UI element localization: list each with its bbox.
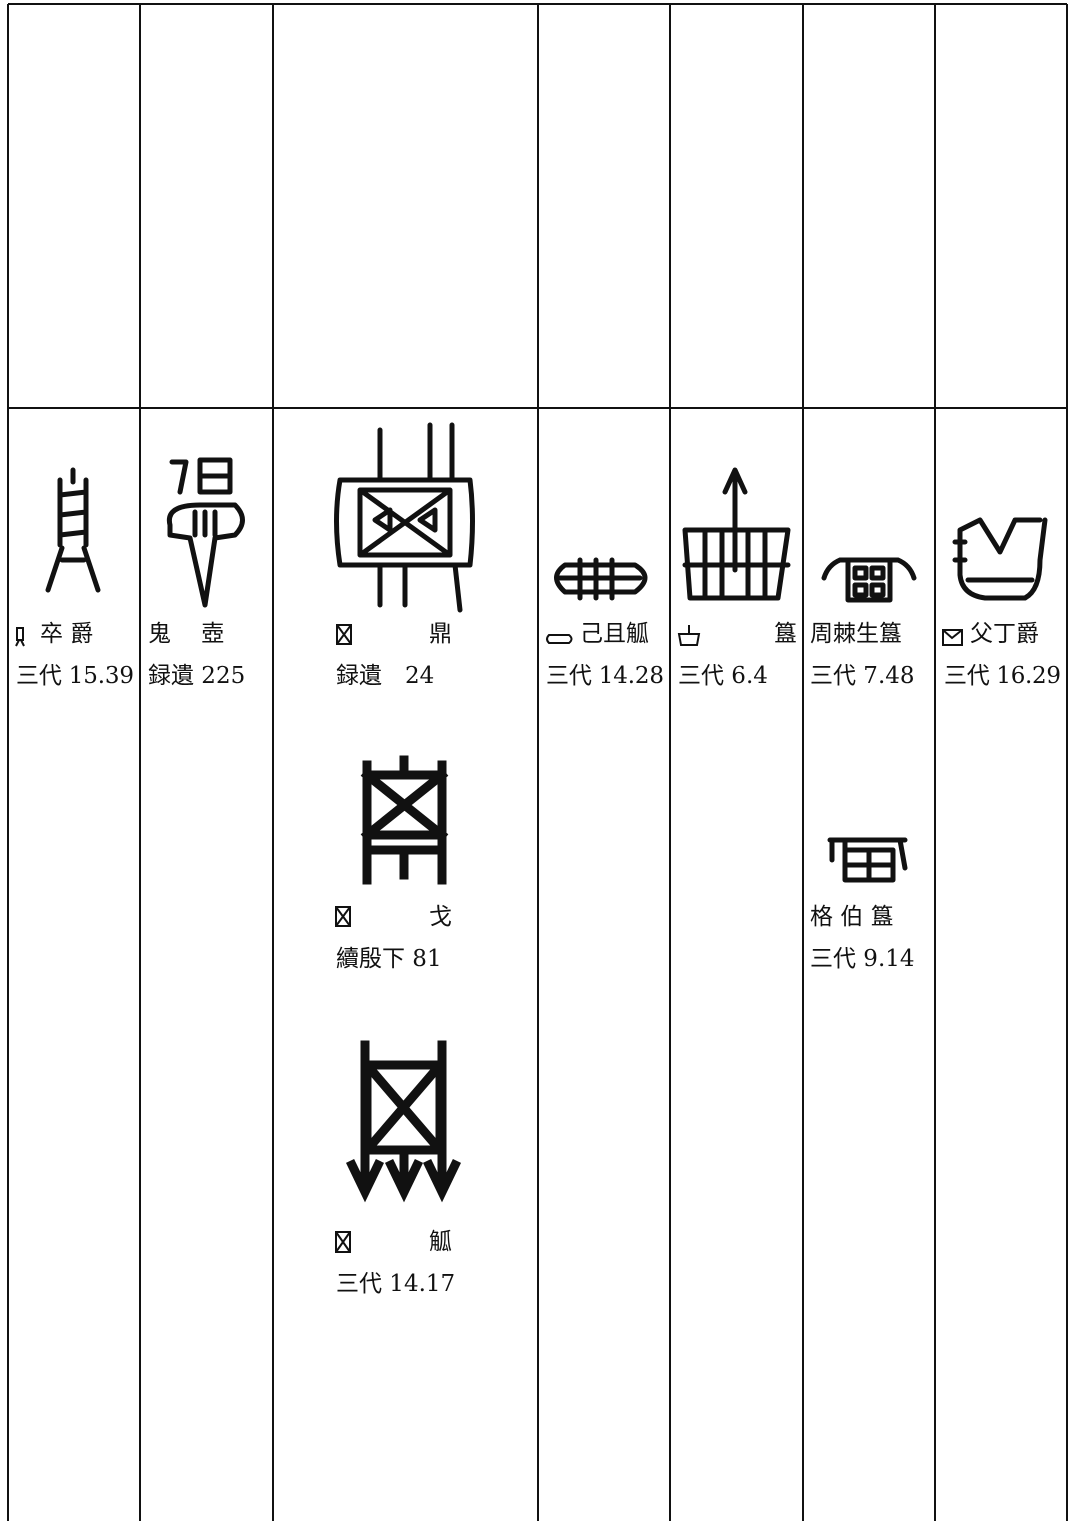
entry-source: 録遺 24 — [336, 663, 434, 689]
entry-source: 三代 9.14 — [810, 946, 915, 972]
entry-source: 三代 7.48 — [810, 663, 915, 689]
entry-label: 簋 — [774, 621, 797, 647]
table-rules — [7, 3, 1068, 1521]
entry-source: 録遺 225 — [148, 663, 245, 689]
entry-source: 三代 15.39 — [16, 663, 134, 689]
inline-glyphs — [15, 624, 963, 1253]
entry-label: 父丁爵 — [970, 621, 1039, 647]
entry-label: 鼎 — [429, 621, 452, 647]
entry-source: 續殷下 81 — [336, 946, 442, 972]
entry-source: 三代 14.17 — [336, 1271, 455, 1297]
entry-label: 周棘生簋 — [810, 621, 902, 647]
entry-source: 三代 14.28 — [546, 663, 664, 689]
entry-label: 戈 — [429, 904, 452, 930]
entry-label: 己且觚 — [580, 621, 649, 647]
entry-source: 三代 6.4 — [678, 663, 768, 689]
entry-source: 三代 16.29 — [944, 663, 1061, 689]
entry-label: 鬼 壺 — [148, 621, 224, 647]
entry-label: 卒 爵 — [40, 621, 93, 647]
glyphs — [45, 422, 1048, 1203]
entry-label: 觚 — [429, 1229, 452, 1255]
entry-label: 格 伯 簋 — [810, 904, 894, 930]
